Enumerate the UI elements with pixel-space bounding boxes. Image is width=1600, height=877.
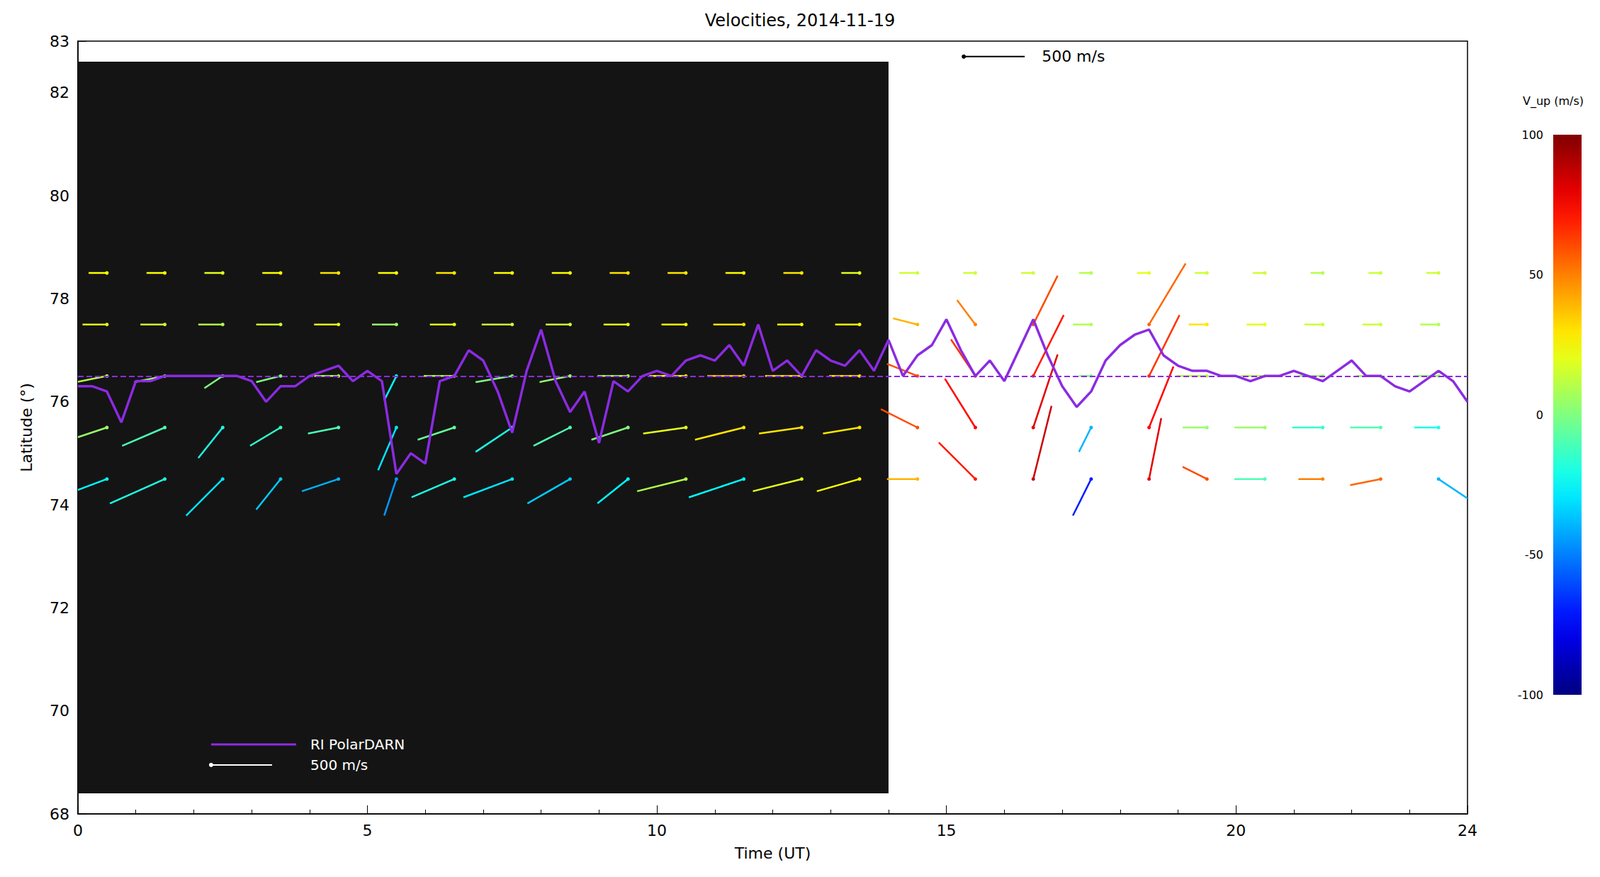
svg-text:0: 0	[1536, 408, 1544, 422]
svg-text:500 m/s: 500 m/s	[310, 756, 368, 774]
svg-text:70: 70	[49, 701, 70, 720]
svg-text:68: 68	[49, 804, 70, 823]
svg-text:10: 10	[646, 821, 667, 839]
svg-text:RI PolarDARN: RI PolarDARN	[310, 735, 405, 753]
svg-text:74: 74	[49, 496, 70, 514]
svg-text:Time (UT): Time (UT)	[734, 843, 812, 862]
svg-text:78: 78	[49, 289, 70, 308]
svg-text:80: 80	[49, 187, 70, 205]
svg-text:76: 76	[49, 392, 70, 411]
svg-text:500 m/s: 500 m/s	[1041, 47, 1105, 66]
svg-text:Latitude (°): Latitude (°)	[17, 382, 36, 472]
svg-text:100: 100	[1521, 128, 1544, 142]
svg-text:V_up (m/s): V_up (m/s)	[1522, 94, 1584, 109]
svg-text:-100: -100	[1517, 688, 1544, 702]
svg-text:50: 50	[1529, 267, 1544, 282]
svg-text:15: 15	[936, 821, 957, 839]
svg-text:0: 0	[72, 821, 83, 839]
svg-text:20: 20	[1225, 821, 1246, 839]
svg-text:Velocities, 2014-11-19: Velocities, 2014-11-19	[705, 10, 896, 31]
svg-text:-50: -50	[1524, 547, 1544, 562]
svg-text:24: 24	[1457, 821, 1478, 839]
svg-text:5: 5	[362, 821, 373, 839]
svg-text:82: 82	[49, 83, 70, 102]
svg-text:83: 83	[49, 32, 70, 51]
svg-text:72: 72	[49, 598, 70, 617]
